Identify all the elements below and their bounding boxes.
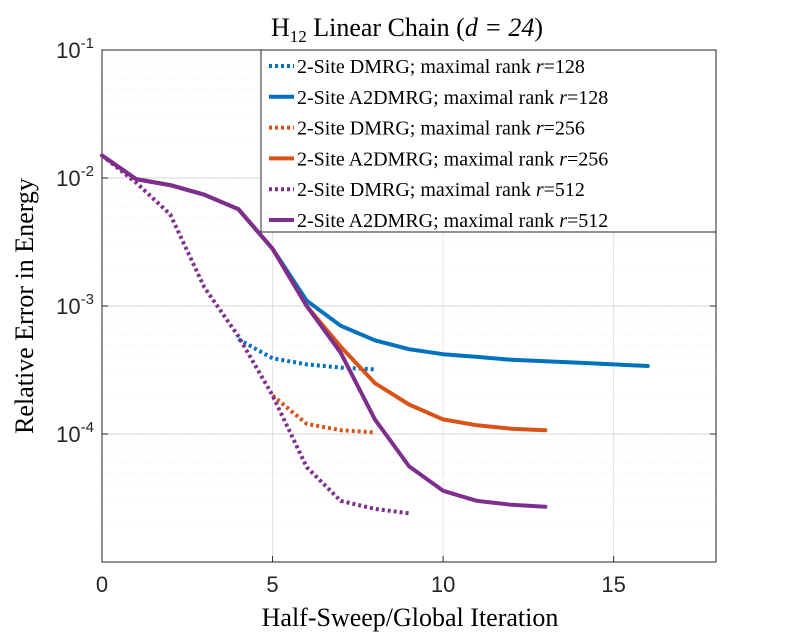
legend-rank-value: =512 [567,210,608,232]
legend-label-dmrg-128: 2-Site DMRG; maximal rank r=128 [297,56,585,78]
legend-rank-var: r [536,56,544,78]
y-tick-exponent: -1 [81,35,94,52]
legend-name: 2-Site A2DMRG; maximal rank [297,87,559,109]
legend-rank-value: =512 [544,179,585,201]
y-tick-exponent: -4 [81,419,94,436]
chart-title: H12 Linear Chain (d = 24) [271,13,543,46]
legend-label-dmrg-256: 2-Site DMRG; maximal rank r=256 [297,118,585,140]
y-axis-label: Relative Error in Energy [10,178,39,434]
legend-rank-var: r [536,179,544,201]
legend-name: 2-Site DMRG; maximal rank [297,179,536,201]
legend-name: 2-Site DMRG; maximal rank [297,56,536,78]
legend-rank-var: r [536,118,544,140]
y-tick-base: 10 [56,166,80,191]
series-line-dmrg-512 [100,153,410,516]
title-math: d = 24 [465,13,535,42]
y-tick-base: 10 [56,38,80,63]
legend-rank-value: =256 [544,118,585,140]
legend-label-a2dmrg-128: 2-Site A2DMRG; maximal rank r=128 [297,87,608,109]
legend-label-dmrg-512: 2-Site DMRG; maximal rank r=512 [297,179,585,201]
legend-label-a2dmrg-512: 2-Site A2DMRG; maximal rank r=512 [297,210,608,232]
legend-rank-value: =128 [567,87,608,109]
title-main: H [271,13,290,42]
series-line-a2dmrg-512 [100,153,548,509]
legend-rank-value: =256 [567,148,608,170]
y-tick-label: 10-1 [56,35,94,63]
data-series [100,153,650,516]
title-subscript: 12 [290,27,307,46]
x-tick-label: 5 [266,572,278,597]
y-tick-label: 10-3 [56,291,94,319]
y-tick-label: 10-2 [56,163,94,191]
legend-rank-var: r [559,87,567,109]
x-tick-label: 10 [431,572,455,597]
y-tick-exponent: -3 [81,291,94,308]
y-tick-base: 10 [56,294,80,319]
legend-name: 2-Site A2DMRG; maximal rank [297,148,559,170]
y-tick-exponent: -2 [81,163,94,180]
x-axis-label: Half-Sweep/Global Iteration [262,603,559,632]
legend-rank-value: =128 [544,56,585,78]
legend-label-a2dmrg-256: 2-Site A2DMRG; maximal rank r=256 [297,148,608,170]
legend-rank-var: r [559,210,567,232]
legend-name: 2-Site DMRG; maximal rank [297,118,536,140]
legend-rank-var: r [559,148,567,170]
series-line-dmrg-256 [271,393,376,435]
y-tick-label: 10-4 [56,419,94,447]
legend-name: 2-Site A2DMRG; maximal rank [297,210,559,232]
x-tick-label: 15 [601,572,625,597]
title-close: ) [534,13,543,42]
legend-box [260,49,717,233]
series-line-dmrg-128 [237,337,375,372]
x-tick-label: 0 [96,572,108,597]
title-rest: Linear Chain ( [307,13,465,42]
y-tick-base: 10 [56,422,80,447]
